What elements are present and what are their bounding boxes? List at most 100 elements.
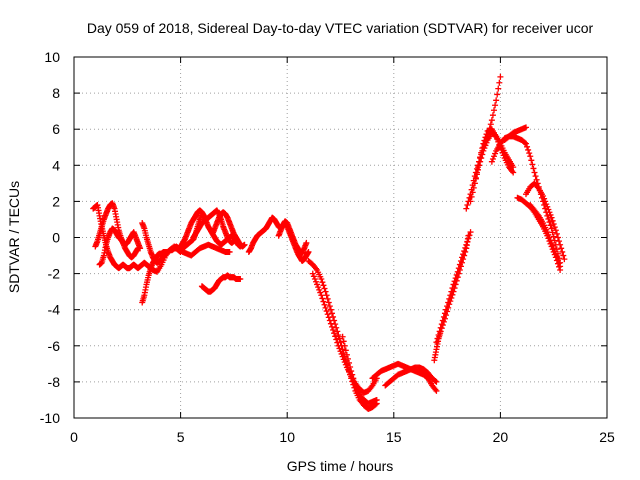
data-point	[137, 245, 144, 252]
x-tick-labels: 0 5 10 15 20 25	[70, 429, 615, 445]
data-point	[556, 260, 563, 267]
data-point	[521, 139, 528, 146]
plot-frame	[73, 56, 608, 419]
data-point	[450, 281, 457, 288]
y-tick-label: 6	[52, 121, 60, 137]
data-point	[323, 292, 330, 299]
series-sat-v	[471, 126, 517, 187]
data-point	[476, 158, 483, 165]
data-point	[311, 276, 318, 283]
data-point	[335, 331, 342, 338]
data-point	[317, 289, 324, 296]
data-point	[478, 149, 485, 156]
series-sat-r	[431, 232, 472, 364]
data-point	[522, 140, 529, 147]
data-point	[337, 348, 344, 355]
data-point	[491, 107, 498, 114]
data-point	[326, 303, 333, 310]
y-tick-label: -8	[48, 374, 61, 390]
data-point	[318, 292, 325, 299]
data-point	[545, 215, 552, 222]
data-point	[322, 304, 329, 311]
data-point	[319, 279, 326, 286]
data-point	[525, 146, 532, 153]
data-point	[452, 275, 459, 282]
data-point	[325, 299, 332, 306]
data-point	[437, 324, 444, 331]
data-point	[303, 239, 310, 246]
data-point	[488, 158, 495, 165]
data-point	[489, 112, 496, 119]
data-point	[338, 350, 345, 357]
data-point	[550, 233, 557, 240]
data-point	[552, 250, 559, 257]
data-point	[350, 375, 357, 382]
series-sat-m	[305, 257, 380, 412]
series-sat-e	[139, 245, 184, 306]
series-sat-s	[433, 229, 474, 346]
series-sat-x	[501, 124, 529, 144]
data-point	[339, 353, 346, 360]
data-point	[544, 203, 551, 210]
data-point	[531, 169, 538, 176]
series-sat-c	[96, 225, 144, 268]
data-point	[433, 339, 440, 346]
data-point	[552, 227, 559, 234]
data-point	[331, 330, 338, 337]
data-point	[463, 241, 470, 248]
data-point	[554, 257, 561, 264]
data-point	[468, 193, 475, 200]
series-sat-a	[90, 202, 152, 272]
data-point	[320, 282, 327, 289]
data-point	[493, 97, 500, 104]
data-point	[333, 336, 340, 343]
data-point	[497, 73, 504, 80]
data-point	[548, 214, 555, 221]
data-point	[522, 124, 529, 131]
data-point	[348, 368, 355, 375]
data-point	[324, 311, 331, 318]
data-point	[322, 288, 329, 295]
data-point	[479, 145, 486, 152]
data-point	[453, 271, 460, 278]
data-point	[342, 361, 349, 368]
data-point	[321, 285, 328, 292]
data-point	[440, 313, 447, 320]
data-point	[551, 248, 558, 255]
data-point	[443, 306, 450, 313]
data-point	[334, 328, 341, 335]
data-point	[347, 364, 354, 371]
data-point	[432, 377, 439, 384]
data-point	[532, 173, 539, 180]
data-point	[464, 202, 471, 209]
data-point	[553, 253, 560, 260]
series-sat-o	[339, 333, 380, 407]
data-point	[548, 225, 555, 232]
y-tick-label: -10	[40, 410, 60, 426]
series-sat-l	[275, 218, 310, 257]
data-point	[226, 248, 233, 255]
data-point	[455, 265, 462, 272]
data-point	[510, 169, 517, 176]
data-point	[546, 219, 553, 226]
data-point	[547, 222, 554, 229]
series-sat-b	[92, 200, 141, 261]
data-point	[320, 298, 327, 305]
x-tick-label: 0	[70, 429, 78, 445]
data-point	[492, 102, 499, 109]
data-point	[445, 299, 452, 306]
data-point	[477, 154, 484, 161]
data-point	[341, 359, 348, 366]
data-point	[237, 276, 244, 283]
data-point	[466, 232, 473, 239]
data-point	[491, 153, 498, 160]
series-sat-y	[522, 180, 568, 263]
data-point	[312, 278, 319, 285]
data-point	[464, 238, 471, 245]
data-point	[489, 155, 496, 162]
data-point	[462, 244, 469, 251]
data-point	[351, 378, 358, 385]
data-point	[549, 242, 556, 249]
series-sat-n	[309, 270, 380, 396]
